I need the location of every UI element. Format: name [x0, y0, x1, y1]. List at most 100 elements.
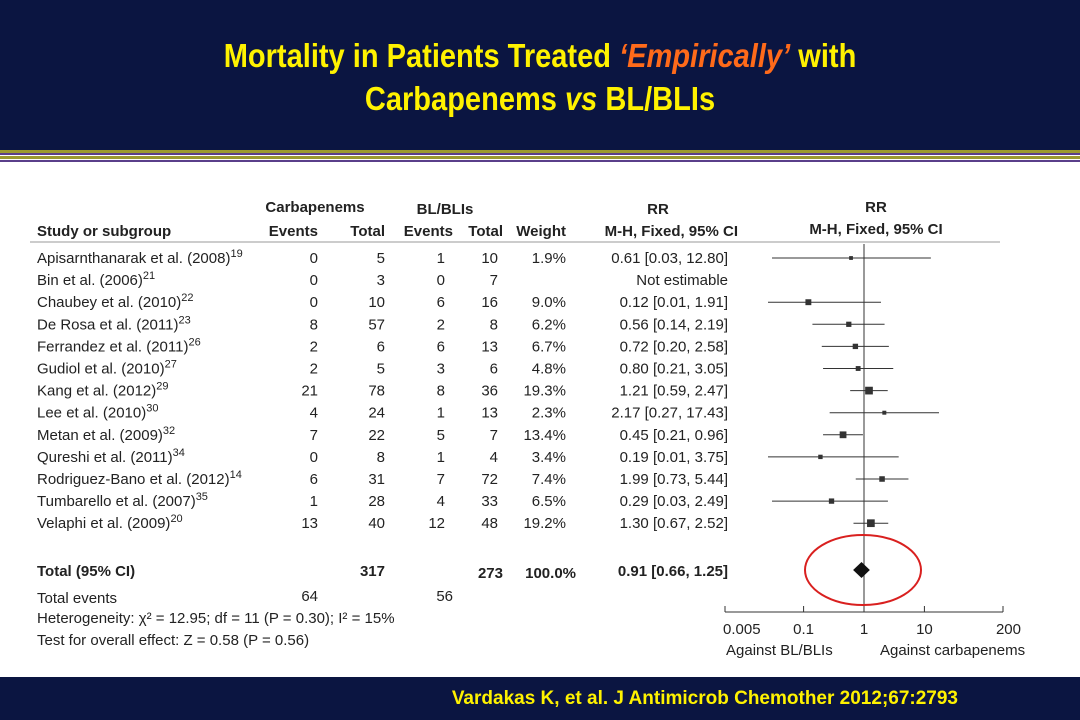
- study-ci: 0.72 [0.20, 2.58]: [620, 338, 728, 355]
- study-estimate: [821, 343, 889, 350]
- events-carbapenems: 4: [310, 405, 318, 422]
- study-estimate: [829, 410, 939, 415]
- study-reference: 29: [156, 381, 168, 393]
- events-blbli: 1: [437, 405, 445, 422]
- events-blbli: 1: [437, 449, 445, 466]
- total-carbapenems: 5: [377, 361, 385, 378]
- study-reference: 34: [173, 447, 185, 459]
- total-blbli: 13: [481, 405, 498, 422]
- total-blbli: 4: [490, 449, 498, 466]
- study-rows: Apisarnthanarak et al. (2008)19 0 5 1 10 1.9%…: [37, 248, 728, 532]
- study-ci: 1.99 [0.73, 5.44]: [620, 471, 728, 488]
- total-blbli: 6: [490, 361, 498, 378]
- study-ci: Not estimable: [636, 272, 728, 289]
- total-carbapenems: 24: [368, 405, 385, 422]
- total-blbli: 72: [481, 471, 498, 488]
- events-carbapenems: 6: [310, 471, 318, 488]
- estimate-marker: [867, 519, 875, 528]
- events-blbli: 6: [437, 338, 445, 355]
- estimate-marker: [882, 410, 887, 415]
- study-weight: 1.9%: [532, 250, 566, 267]
- events-blbli: 8: [437, 383, 445, 400]
- total-carbapenems: 57: [368, 316, 385, 333]
- events-blbli: 5: [437, 427, 445, 444]
- total-carbapenems: 3: [377, 272, 385, 289]
- total-carbapenems: 10: [368, 294, 385, 311]
- events-blbli: 4: [437, 493, 445, 510]
- study-estimate: [768, 299, 881, 306]
- total-blbli: 7: [490, 272, 498, 289]
- study-name: Qureshi et al. (2011)34: [37, 447, 185, 466]
- title-line2-vs: vs: [565, 80, 598, 117]
- study-reference: 19: [230, 248, 242, 260]
- events-carbapenems: 2: [310, 361, 318, 378]
- study-row: Kang et al. (2012)29 21 78 8 36 19.3% 1.21 [0.…: [37, 381, 728, 400]
- total-carbapenems: 31: [368, 471, 385, 488]
- tick-label: 0.1: [793, 621, 814, 638]
- study-ci: 0.56 [0.14, 2.19]: [620, 316, 728, 333]
- estimate-marker: [805, 299, 812, 306]
- study-row: Metan et al. (2009)32 7 22 5 7 13.4% 0.45 [0.2…: [37, 425, 728, 444]
- title-highlight: ‘Empirically’: [619, 37, 791, 74]
- total-ci: 0.91 [0.66, 1.25]: [618, 563, 728, 580]
- tick-label: 200: [996, 621, 1021, 638]
- study-weight: 9.0%: [532, 294, 566, 311]
- estimate-marker: [818, 454, 823, 460]
- study-name: Apisarnthanarak et al. (2008)19: [37, 248, 243, 267]
- estimate-marker: [839, 431, 847, 439]
- events-carbapenems: 13: [301, 515, 318, 532]
- col-study-header: Study or subgroup: [37, 223, 171, 240]
- citation: Vardakas K, et al. J Antimicrob Chemothe…: [451, 688, 958, 709]
- study-name: Chaubey et al. (2010)22: [37, 292, 194, 311]
- study-estimate: [812, 321, 885, 327]
- events-carbapenems: 0: [310, 272, 318, 289]
- events-blbli: 1: [437, 250, 445, 267]
- study-row: Gudiol et al. (2010)27 2 5 3 6 4.8% 0.80 [0.21…: [37, 359, 728, 378]
- study-estimate: [772, 498, 888, 504]
- study-weight: 6.7%: [532, 338, 566, 355]
- study-ci: 1.30 [0.67, 2.52]: [620, 515, 728, 532]
- study-name: Ferrandez et al. (2011)26: [37, 336, 201, 355]
- study-weight: 19.3%: [523, 383, 566, 400]
- events-carbapenems: 0: [310, 449, 318, 466]
- study-ci: 0.45 [0.21, 0.96]: [620, 427, 728, 444]
- events-blbli: 0: [437, 272, 445, 289]
- study-name: Metan et al. (2009)32: [37, 425, 175, 444]
- col-events2-header: Events: [404, 223, 453, 240]
- total-carbapenems: 40: [368, 515, 385, 532]
- estimate-marker: [865, 386, 873, 395]
- total-blbli: 10: [481, 250, 498, 267]
- x-axis: 0.005 0.1 1 10 200 Against BL/BLIs Against car…: [723, 606, 1025, 659]
- events-carbapenems: 7: [310, 427, 318, 444]
- total-carbapenems: 78: [368, 383, 385, 400]
- total-blbli: 36: [481, 383, 498, 400]
- slide-title: Mortality in Patients Treated ‘Empirical…: [65, 34, 1015, 120]
- study-ci: 0.19 [0.01, 3.75]: [620, 449, 728, 466]
- study-row: Apisarnthanarak et al. (2008)19 0 5 1 10 1.9%…: [37, 248, 728, 267]
- total-carbapenems: 28: [368, 493, 385, 510]
- title-part1: Mortality in Patients Treated: [223, 37, 620, 74]
- total-n1: 317: [360, 563, 385, 580]
- estimate-marker: [828, 498, 835, 504]
- tick-label: 10: [916, 621, 933, 638]
- study-name: Lee et al. (2010)30: [37, 403, 159, 422]
- title-part2: with: [790, 37, 857, 74]
- x-label-right: Against carbapenems: [880, 642, 1025, 659]
- events-carbapenems: 0: [310, 294, 318, 311]
- col-total2-header: Total: [468, 223, 503, 240]
- study-row: Ferrandez et al. (2011)26 2 6 6 13 6.7% 0.72 […: [37, 336, 728, 355]
- col-total1-header: Total: [350, 223, 385, 240]
- total-carbapenems: 6: [377, 338, 385, 355]
- plot-panel: [25, 177, 1005, 672]
- total-blbli: 48: [481, 515, 498, 532]
- study-ci: 2.17 [0.27, 17.43]: [611, 405, 728, 422]
- study-name: Gudiol et al. (2010)27: [37, 359, 177, 378]
- x-label-left: Against BL/BLIs: [726, 642, 833, 659]
- header-stripes: [0, 150, 1080, 162]
- study-weight: 19.2%: [523, 515, 566, 532]
- estimate-marker: [849, 256, 853, 260]
- total-n2: 273: [478, 565, 503, 582]
- events-carbapenems: 21: [301, 383, 318, 400]
- study-estimate: [850, 386, 888, 395]
- study-row: De Rosa et al. (2011)23 8 57 2 8 6.2% 0.56 [0.…: [37, 314, 728, 333]
